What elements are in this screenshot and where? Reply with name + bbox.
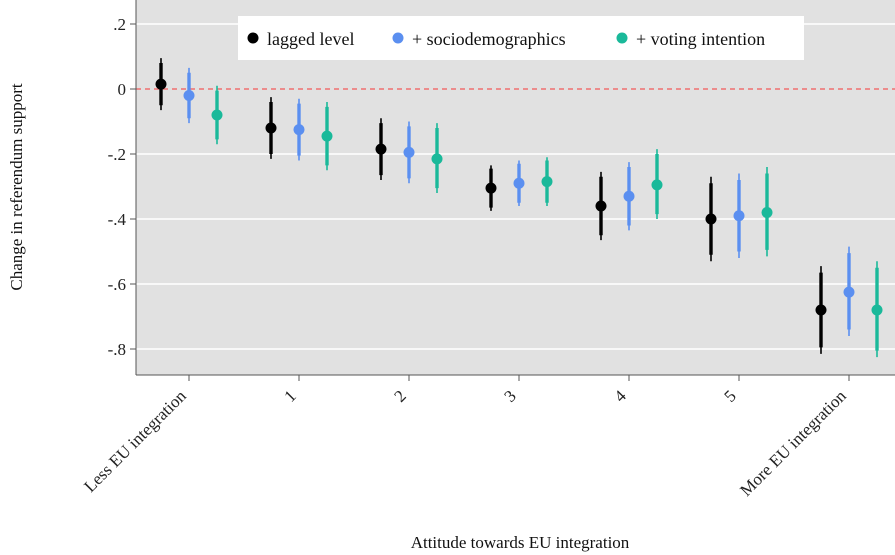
point-estimate — [843, 286, 855, 298]
legend-marker — [247, 32, 259, 44]
point-estimate — [155, 78, 167, 90]
series-1 — [183, 67, 855, 336]
y-tick-label: -.2 — [108, 145, 126, 164]
series-2 — [211, 85, 883, 358]
legend-item-2: + voting intention — [616, 29, 765, 49]
x-tick-label: 3 — [500, 386, 519, 405]
y-tick-label: 0 — [118, 80, 127, 99]
point-estimate — [513, 177, 525, 189]
point-estimate — [761, 207, 773, 218]
y-axis-title: Change in referendum support — [7, 83, 26, 291]
x-tick-label: 1 — [280, 386, 299, 405]
x-axis-title: Attitude towards EU integration — [411, 533, 630, 552]
point-estimate — [431, 153, 443, 165]
y-tick-label: -.6 — [108, 275, 126, 294]
point-estimate — [183, 90, 195, 101]
point-estimate — [815, 304, 827, 316]
point-estimate — [321, 130, 333, 142]
point-estimate — [293, 124, 305, 136]
x-tick-label: 5 — [720, 386, 739, 405]
point-estimate — [871, 304, 883, 316]
x-tick-label: Less EU integration — [80, 386, 190, 496]
point-estimate — [265, 122, 277, 134]
legend-item-1: + sociodemographics — [392, 29, 566, 49]
y-tick-label: .2 — [113, 15, 126, 34]
x-tick-label: More EU integration — [736, 386, 850, 500]
series-0 — [155, 58, 827, 354]
legend-box — [238, 16, 804, 60]
legend-label: + voting intention — [636, 29, 765, 49]
point-estimate — [485, 182, 497, 194]
data-marks — [155, 58, 883, 358]
legend-marker — [392, 32, 404, 44]
y-axis: .2 0 -.2 -.4 -.6 -.8 — [108, 0, 137, 375]
y-tick-label: -.8 — [108, 340, 126, 359]
point-estimate — [651, 179, 663, 191]
point-estimate — [733, 210, 745, 222]
point-estimate — [403, 146, 415, 158]
point-estimate — [623, 190, 635, 202]
legend-label: + sociodemographics — [412, 29, 566, 49]
legend-label: lagged level — [267, 29, 354, 49]
point-estimate — [375, 143, 387, 155]
legend-marker — [616, 32, 628, 44]
point-estimate — [541, 176, 553, 188]
y-tick-label: -.4 — [108, 210, 127, 229]
legend-item-0: lagged level — [247, 29, 354, 49]
x-tick-label: 4 — [610, 386, 630, 406]
point-estimate — [705, 213, 717, 225]
x-tick-label: 2 — [390, 386, 409, 405]
legend: lagged level + sociodemographics + voting … — [238, 16, 804, 60]
point-estimate — [595, 200, 607, 212]
point-estimate — [211, 109, 223, 121]
